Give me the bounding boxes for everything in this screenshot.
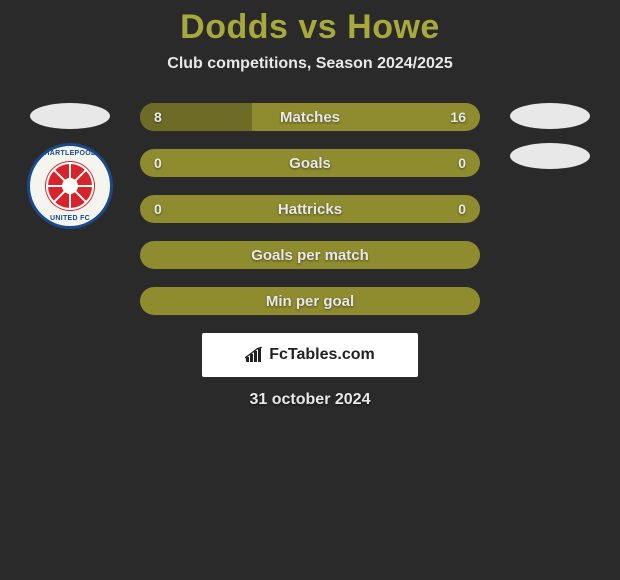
stat-bar-goals: 0 Goals 0 [140, 149, 480, 177]
player-right-placeholder-icon [510, 103, 590, 129]
stat-label: Goals per match [251, 247, 369, 264]
chart-icon [245, 347, 265, 363]
stat-label: Matches [280, 109, 340, 126]
badge-top-text: HARTLEPOOL [30, 150, 110, 157]
stat-right-value: 0 [458, 201, 466, 217]
stat-bar-goals-per-match: Goals per match [140, 241, 480, 269]
stat-label: Goals [289, 155, 331, 172]
watermark[interactable]: FcTables.com [202, 333, 418, 377]
subtitle: Club competitions, Season 2024/2025 [0, 55, 620, 73]
club-badge-circle: HARTLEPOOL UNITED FC [27, 143, 113, 229]
page-title: Dodds vs Howe [0, 8, 620, 47]
club-right-placeholder-icon [510, 143, 590, 169]
stat-right-value: 0 [458, 155, 466, 171]
stat-left-value: 8 [154, 109, 162, 125]
date-line: 31 october 2024 [140, 391, 480, 409]
player-left-placeholder-icon [30, 103, 110, 129]
stat-left-value: 0 [154, 155, 162, 171]
stat-right-value: 16 [450, 109, 466, 125]
stat-label: Hattricks [278, 201, 342, 218]
player-left-column: HARTLEPOOL UNITED FC [20, 103, 120, 229]
stat-bar-matches: 8 Matches 16 [140, 103, 480, 131]
stat-bar-hattricks: 0 Hattricks 0 [140, 195, 480, 223]
badge-bottom-text: UNITED FC [30, 215, 110, 222]
stat-label: Min per goal [266, 293, 354, 310]
player-right-column [500, 103, 600, 183]
stats-column: 8 Matches 16 0 Goals 0 0 Hattricks 0 Goa… [140, 103, 480, 409]
stat-left-value: 0 [154, 201, 162, 217]
content-area: HARTLEPOOL UNITED FC 8 Matches 16 [0, 103, 620, 409]
club-badge-left: HARTLEPOOL UNITED FC [27, 143, 113, 229]
badge-wheel-icon [45, 161, 95, 211]
comparison-widget: Dodds vs Howe Club competitions, Season … [0, 0, 620, 409]
watermark-text: FcTables.com [269, 346, 375, 364]
stat-bar-min-per-goal: Min per goal [140, 287, 480, 315]
